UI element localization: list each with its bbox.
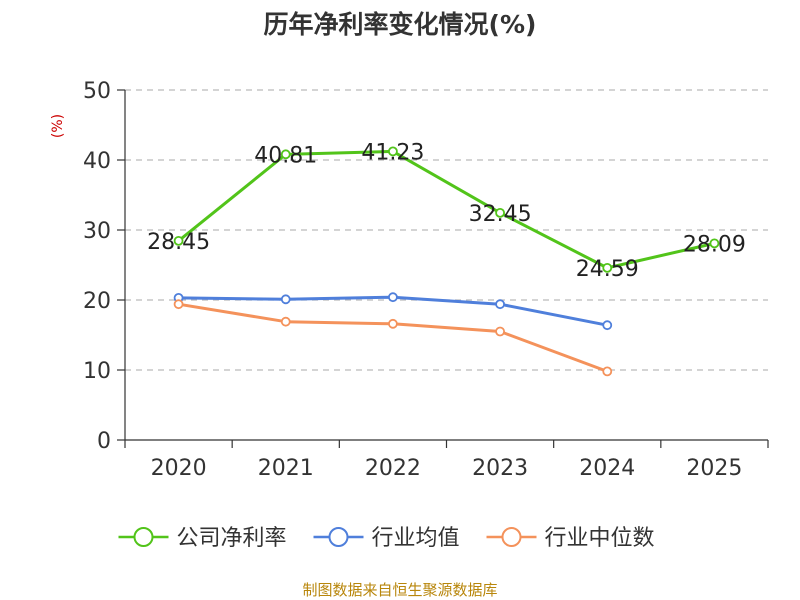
y-axis-ticks: 0 10 20 30 40 50	[83, 79, 125, 454]
data-point	[495, 326, 505, 337]
x-tick-label: 2025	[686, 456, 742, 481]
series-layer	[173, 146, 720, 377]
series-line	[177, 149, 715, 270]
data-point	[602, 320, 613, 331]
y-tick-label: 0	[97, 429, 111, 454]
x-tick-label: 2022	[365, 456, 421, 481]
data-label: 32.45	[469, 202, 532, 227]
legend-marker	[501, 527, 522, 547]
axes	[124, 90, 768, 441]
y-tick-label: 50	[83, 79, 111, 104]
data-label: 28.09	[683, 232, 746, 257]
x-axis-ticks: 2020 2021 2022 2023 2024 2025	[124, 440, 769, 481]
data-label: 40.81	[254, 143, 317, 168]
legend-marker	[328, 527, 349, 547]
y-tick-label: 40	[83, 149, 111, 174]
data-label: 41.23	[361, 140, 424, 165]
data-point	[495, 299, 505, 310]
y-tick-label: 30	[83, 219, 111, 244]
y-tick-label: 10	[83, 359, 111, 384]
data-point	[173, 235, 184, 246]
legend-label: 公司净利率	[177, 526, 287, 551]
data-label: 24.59	[576, 257, 639, 282]
source-note: 制图数据来自恒生聚源数据库	[302, 581, 497, 599]
series-line	[178, 302, 608, 373]
data-point	[173, 299, 184, 310]
data-point	[388, 318, 398, 329]
legend-label: 行业均值	[372, 526, 460, 551]
y-axis-unit-label: (%)	[50, 114, 66, 138]
data-point	[280, 294, 291, 305]
data-point	[709, 238, 720, 249]
x-tick-label: 2024	[579, 456, 635, 481]
data-point	[388, 146, 398, 157]
legend-label: 行业中位数	[545, 526, 655, 551]
data-point	[280, 316, 291, 327]
y-tick-label: 20	[83, 289, 111, 314]
data-point	[280, 149, 291, 160]
data-point	[602, 262, 613, 273]
data-point	[495, 207, 505, 218]
chart-title: 历年净利率变化情况(%)	[264, 10, 537, 39]
data-point	[602, 366, 613, 377]
data-labels: 28.45 40.81 41.23 32.45 24.59 28.09	[147, 140, 746, 281]
x-tick-label: 2021	[258, 456, 314, 481]
data-point	[388, 292, 398, 303]
data-label: 28.45	[147, 230, 210, 255]
legend-marker	[133, 527, 154, 547]
x-tick-label: 2023	[472, 456, 528, 481]
x-tick-label: 2020	[151, 456, 207, 481]
legend: 公司净利率 行业均值 行业中位数	[118, 526, 655, 551]
